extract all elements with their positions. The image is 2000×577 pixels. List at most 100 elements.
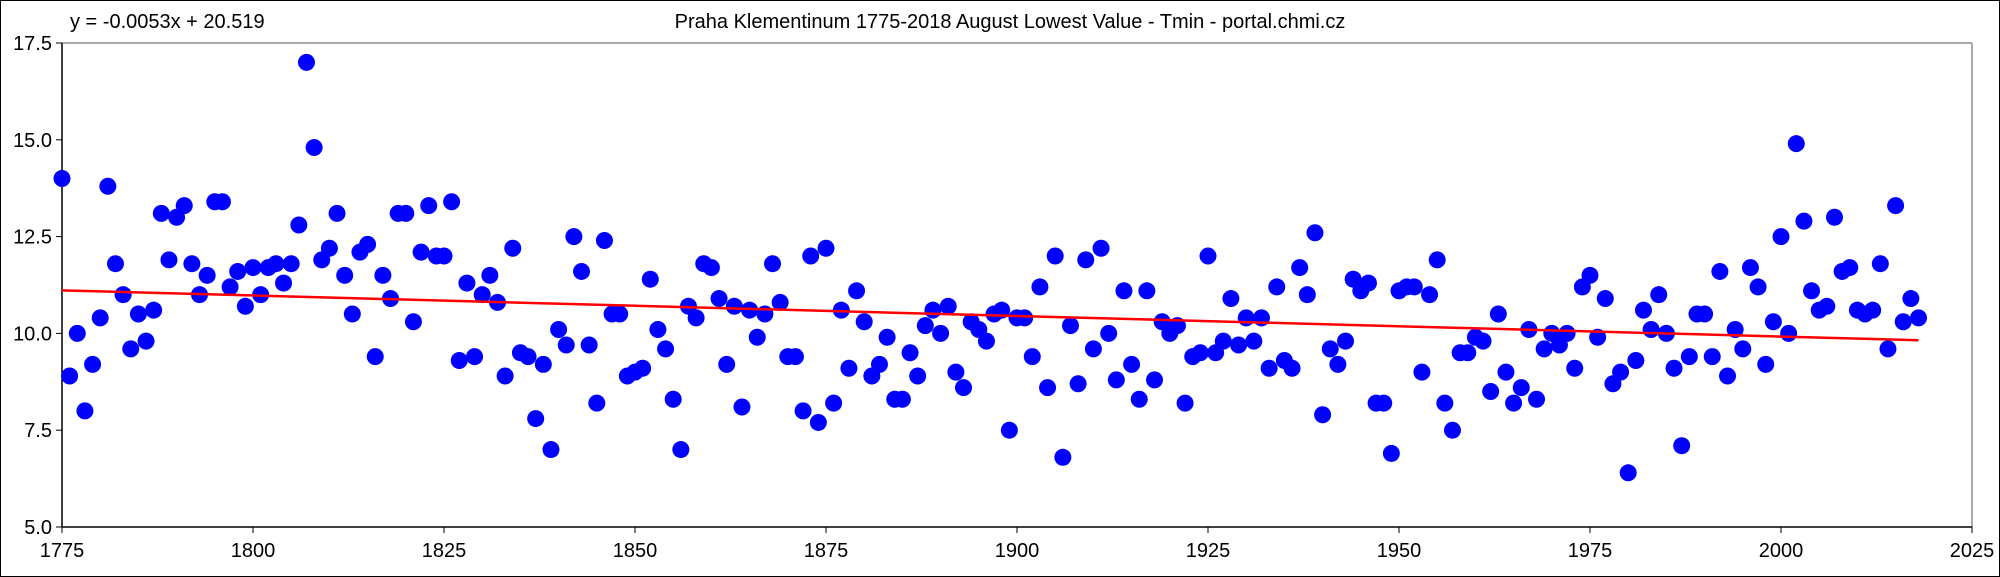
data-point [664, 390, 682, 408]
data-point [1436, 394, 1454, 412]
data-point [1214, 332, 1232, 350]
data-point [328, 204, 346, 222]
data-point [672, 441, 690, 459]
data-point [198, 266, 216, 284]
data-point [1734, 340, 1752, 358]
data-point [443, 193, 461, 211]
data-point [748, 328, 766, 346]
data-point [1031, 278, 1049, 296]
data-point [1138, 282, 1156, 300]
data-point [129, 305, 147, 323]
data-point [1069, 375, 1087, 393]
data-point [1803, 282, 1821, 300]
data-point [580, 336, 598, 354]
data-point [893, 390, 911, 408]
data-point [527, 410, 545, 428]
data-point [145, 301, 163, 319]
x-tick-label: 2025 [1950, 540, 1995, 562]
data-point [657, 340, 675, 358]
data-point [1505, 394, 1523, 412]
data-point [106, 255, 124, 273]
data-point [725, 297, 743, 315]
data-point [1283, 359, 1301, 377]
data-point [236, 297, 254, 315]
data-point [825, 394, 843, 412]
data-point [641, 270, 659, 288]
data-point [152, 204, 170, 222]
data-point [183, 255, 201, 273]
data-point [878, 328, 896, 346]
data-point [1413, 363, 1431, 381]
chart-title: Praha Klementinum 1775-2018 August Lowes… [675, 11, 1346, 33]
data-point [1176, 394, 1194, 412]
data-point [359, 235, 377, 253]
data-point [496, 367, 514, 385]
data-point [1199, 247, 1217, 265]
data-point [1230, 336, 1248, 354]
data-point [764, 255, 782, 273]
data-point [1474, 332, 1492, 350]
data-point [1764, 313, 1782, 331]
data-point [1375, 394, 1393, 412]
data-point [420, 197, 438, 215]
data-point [481, 266, 499, 284]
data-point [1841, 259, 1859, 277]
x-tick-label: 1775 [40, 540, 85, 562]
data-point [1902, 290, 1920, 308]
data-point [1039, 379, 1057, 397]
data-point [122, 340, 140, 358]
data-point [1634, 301, 1652, 319]
data-point [99, 177, 117, 195]
data-point [1772, 228, 1790, 246]
data-point [458, 274, 476, 292]
data-point [1696, 305, 1714, 323]
data-point [404, 313, 422, 331]
data-point [1337, 332, 1355, 350]
trend-equation: y = -0.0053x + 20.519 [70, 11, 265, 33]
data-point [901, 344, 919, 362]
data-point [1887, 197, 1905, 215]
data-point [1191, 344, 1209, 362]
data-point [91, 309, 109, 327]
data-point [1894, 313, 1912, 331]
data-point [1818, 297, 1836, 315]
data-point [733, 398, 751, 416]
data-point [1245, 332, 1263, 350]
data-point [1237, 309, 1255, 327]
data-point [809, 413, 827, 431]
data-point [1795, 212, 1813, 230]
data-point [1000, 421, 1018, 439]
data-point [802, 247, 820, 265]
data-point [1589, 328, 1607, 346]
data-point [1703, 348, 1721, 366]
data-point [1650, 286, 1668, 304]
data-point [1092, 239, 1110, 257]
y-tick-label: 5.0 [24, 517, 52, 539]
data-point [1910, 309, 1928, 327]
data-point [84, 355, 102, 373]
data-point [1046, 247, 1064, 265]
data-point [1222, 290, 1240, 308]
data-point [1260, 359, 1278, 377]
data-point [550, 321, 568, 339]
data-point [336, 266, 354, 284]
x-tick-label: 1825 [422, 540, 467, 562]
data-point [542, 441, 560, 459]
data-point [1558, 324, 1576, 342]
y-tick-label: 7.5 [24, 420, 52, 442]
data-point [1497, 363, 1515, 381]
data-point [412, 243, 430, 261]
data-point [1864, 301, 1882, 319]
data-point [160, 251, 178, 269]
data-point [175, 197, 193, 215]
x-tick-label: 1975 [1568, 540, 1613, 562]
data-point [61, 367, 79, 385]
data-point [909, 367, 927, 385]
data-point [794, 402, 812, 420]
data-point [977, 332, 995, 350]
data-point [53, 170, 71, 188]
data-point [397, 204, 415, 222]
x-tick-label: 1950 [1377, 540, 1422, 562]
data-point [565, 228, 583, 246]
data-point [710, 290, 728, 308]
